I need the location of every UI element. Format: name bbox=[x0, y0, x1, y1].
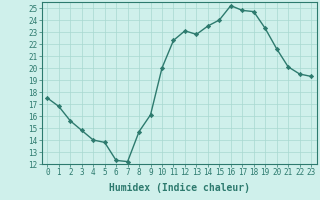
X-axis label: Humidex (Indice chaleur): Humidex (Indice chaleur) bbox=[109, 183, 250, 193]
